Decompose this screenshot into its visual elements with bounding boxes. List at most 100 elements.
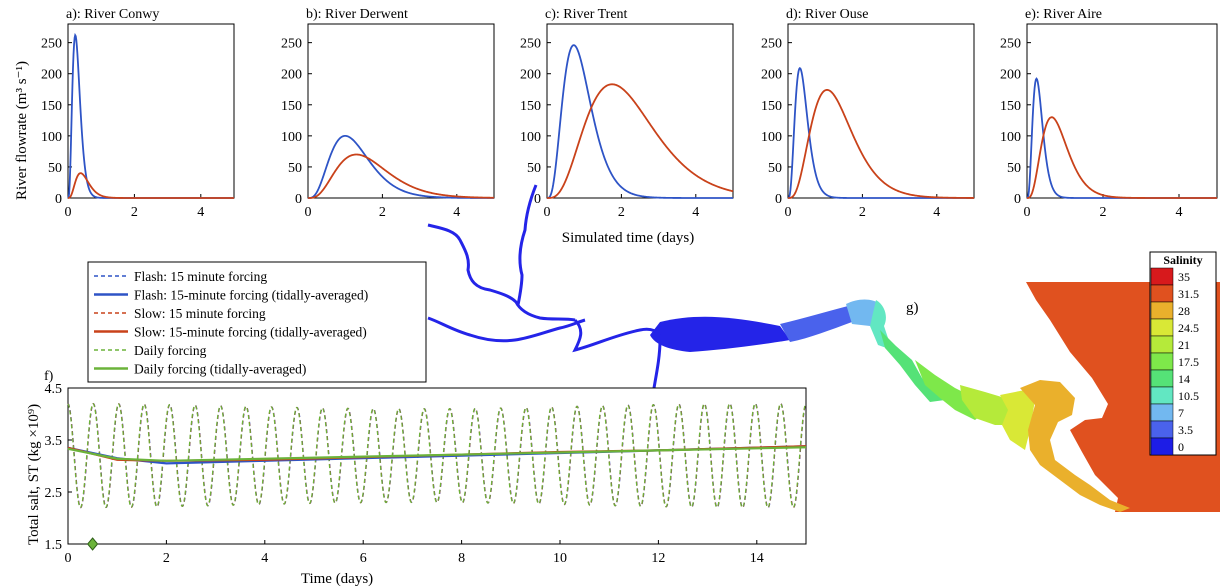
panel-a: a): River Conwy 0 2 4 0 50 100 150 200 250 xyxy=(41,7,235,220)
panel-f: f) 0 2 4 6 8 10 12 14 1.5 2.5 3.5 4.5 Time (days) Tota… xyxy=(26,369,807,587)
panel-d: d): River Ouse 0 2 4 0 50 100 150 200 250 xyxy=(761,7,975,220)
x-tick-label: 0 xyxy=(1024,205,1031,220)
y-tick-label: 250 xyxy=(1000,37,1021,52)
y-tick-label: 100 xyxy=(281,130,302,145)
panel-c: c): River Trent 0 2 4 0 50 100 150 200 250 xyxy=(520,7,734,220)
y-tick-label: 50 xyxy=(527,161,541,176)
salinity-level-label: 7 xyxy=(1178,406,1184,420)
y-tick-label: 150 xyxy=(520,99,541,114)
y-tick-label: 200 xyxy=(281,68,302,83)
plot-frame xyxy=(546,23,734,199)
y-tick-label: 100 xyxy=(41,130,62,145)
salinity-level-label: 10.5 xyxy=(1178,389,1199,403)
y-tick-label: 200 xyxy=(41,68,62,83)
series-line-flash xyxy=(67,32,234,199)
plot-frame xyxy=(67,23,235,199)
x-tick-label: 12 xyxy=(651,551,665,566)
series-line-slow xyxy=(547,83,734,199)
y-tick-label: 150 xyxy=(761,99,782,114)
x-tick-label: 10 xyxy=(553,551,567,566)
panel-title: e): River Aire xyxy=(1025,7,1102,22)
series-line-slow xyxy=(67,172,234,199)
y-tick-label: 200 xyxy=(520,68,541,83)
x-tick-label: 2 xyxy=(859,205,866,220)
estuary-band-orange xyxy=(1020,380,1130,512)
x-tick-label: 4 xyxy=(692,205,699,220)
y-tick-label: 150 xyxy=(1000,99,1021,114)
salinity-swatch xyxy=(1150,335,1174,354)
legend-entry: Daily forcing xyxy=(134,343,207,358)
salinity-swatch xyxy=(1150,267,1174,286)
x-tick-label: 2 xyxy=(1100,205,1107,220)
salinity-swatch xyxy=(1150,318,1174,337)
x-tick-label: 4 xyxy=(261,551,268,566)
salinity-swatch xyxy=(1150,420,1174,439)
salinity-swatch xyxy=(1150,437,1174,456)
series-line-slow xyxy=(788,88,974,199)
x-tick-label: 8 xyxy=(458,551,465,566)
estuary-band-yellow xyxy=(1000,390,1035,450)
y-tick-label: 100 xyxy=(761,130,782,145)
plot-frame xyxy=(67,387,807,545)
y-tick-label: 0 xyxy=(775,192,782,207)
estuary-band-blue xyxy=(780,306,852,342)
panel-title: c): River Trent xyxy=(545,7,628,22)
plot-frame xyxy=(307,23,495,199)
legend-entry: Slow: 15 minute forcing xyxy=(134,306,266,321)
y-tick-label: 0 xyxy=(1014,192,1021,207)
x-tick-label: 0 xyxy=(65,205,72,220)
start-marker xyxy=(86,537,99,551)
x-tick-label: 4 xyxy=(453,205,460,220)
x-tick-label: 4 xyxy=(1176,205,1183,220)
salinity-swatch xyxy=(1150,403,1174,422)
x-tick-label: 2 xyxy=(379,205,386,220)
y-tick-label: 2.5 xyxy=(45,486,63,501)
y-tick-label: 150 xyxy=(41,99,62,114)
x-tick-label: 0 xyxy=(544,205,551,220)
salinity-swatch xyxy=(1150,369,1174,388)
series-line-slow xyxy=(1026,116,1217,199)
y-tick-label: 250 xyxy=(41,37,62,52)
y-tick-label: 50 xyxy=(288,161,302,176)
x-tick-label: 0 xyxy=(65,551,72,566)
y-tick-label: 250 xyxy=(281,37,302,52)
panel-title: a): River Conwy xyxy=(66,7,159,22)
legend-entry: Flash: 15 minute forcing xyxy=(134,269,267,284)
x-axis-label: Time (days) xyxy=(301,571,373,587)
y-tick-label: 0 xyxy=(534,192,541,207)
plot-frame xyxy=(1026,23,1218,199)
y-tick-label: 250 xyxy=(520,37,541,52)
y-tick-label: 200 xyxy=(1000,68,1021,83)
series-line-flash xyxy=(1026,77,1217,199)
salinity-legend-title: Salinity xyxy=(1163,253,1202,267)
panel-e: e): River Aire 0 2 4 0 50 100 150 200 250 xyxy=(1000,7,1218,220)
x-tick-label: 14 xyxy=(750,551,764,566)
salinity-swatch xyxy=(1150,284,1174,303)
y-tick-label: 1.5 xyxy=(45,538,63,553)
x-tick-label: 4 xyxy=(933,205,940,220)
salinity-level-label: 28 xyxy=(1178,304,1190,318)
salinity-level-label: 17.5 xyxy=(1178,355,1199,369)
panel-g-label: g) xyxy=(906,300,919,316)
salinity-legend: Salinity 35 31.5 28 24.5 21 17.5 14 10.5 7 3.5 0 xyxy=(1149,251,1217,456)
y-tick-label: 4.5 xyxy=(45,382,63,397)
x-tick-label: 0 xyxy=(785,205,792,220)
salinity-swatch xyxy=(1150,352,1174,371)
y-tick-label: 250 xyxy=(761,37,782,52)
x-tick-label: 6 xyxy=(360,551,367,566)
series-line-slow xyxy=(308,153,495,199)
panel-f-legend: Flash: 15 minute forcing Flash: 15-minute… xyxy=(87,261,427,383)
salinity-level-label: 35 xyxy=(1178,270,1190,284)
series-averaged xyxy=(67,446,807,462)
legend-entry: Flash: 15-minute forcing (tidally-averag… xyxy=(134,288,368,303)
salinity-level-label: 14 xyxy=(1178,372,1190,386)
panel-title: d): River Ouse xyxy=(786,7,868,22)
legend-frame xyxy=(87,261,427,383)
series-line-flash xyxy=(787,66,974,199)
y-axis-label: Total salt, ST (kg ×10⁹) xyxy=(26,404,42,545)
simulated-time-x-axis-label: Simulated time (days) xyxy=(562,230,694,246)
salinity-level-label: 0 xyxy=(1178,440,1184,454)
salinity-level-label: 3.5 xyxy=(1178,423,1193,437)
